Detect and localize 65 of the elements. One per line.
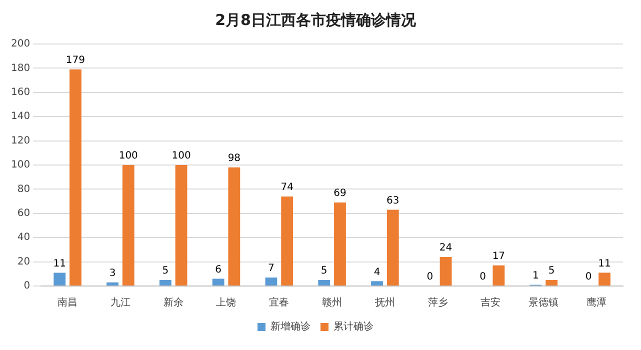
- bar: [440, 256, 452, 286]
- bar: [122, 165, 134, 286]
- bar: [54, 272, 66, 286]
- y-tick-label: 20: [17, 256, 30, 268]
- data-label: 24: [439, 242, 452, 254]
- x-tick-label: 萍乡: [428, 296, 448, 309]
- y-tick-label: 140: [10, 111, 30, 122]
- data-label: 69: [334, 188, 346, 200]
- x-tick-label: 南昌: [58, 296, 78, 309]
- y-tick-label: 200: [10, 38, 30, 50]
- bar: [371, 281, 383, 286]
- x-tick-label: 抚州: [374, 296, 395, 309]
- bar: [334, 202, 346, 286]
- bar: [159, 280, 172, 286]
- data-label: 11: [53, 258, 66, 270]
- x-tick-label: 新余: [163, 296, 184, 309]
- data-label: 63: [386, 195, 400, 206]
- x-tick-label: 九江: [110, 296, 130, 309]
- x-tick-label: 景德镇: [528, 296, 559, 309]
- y-tick-label: 80: [17, 184, 30, 195]
- bar: [228, 167, 240, 286]
- x-tick-label: 宜春: [269, 296, 290, 309]
- y-tick-label: 0: [24, 280, 30, 292]
- data-label: 179: [66, 55, 86, 66]
- bar: [546, 280, 558, 286]
- data-label: 1: [532, 270, 539, 282]
- bar: [492, 265, 505, 286]
- y-tick-label: 160: [10, 86, 30, 98]
- data-label: 3: [109, 268, 116, 279]
- y-tick-label: 40: [17, 232, 30, 244]
- data-label: 11: [598, 258, 611, 270]
- y-tick-label: 120: [10, 135, 30, 146]
- x-tick-label: 鹰潭: [586, 296, 607, 309]
- y-tick-label: 60: [17, 208, 30, 219]
- data-label: 4: [374, 266, 380, 278]
- data-label: 74: [280, 182, 294, 194]
- bar: [598, 272, 610, 286]
- bar: [70, 69, 82, 286]
- data-label: 100: [118, 150, 138, 162]
- bar: [212, 278, 224, 286]
- y-tick-label: 180: [10, 62, 30, 74]
- bar: [175, 165, 188, 286]
- x-tick-label: 赣州: [322, 296, 342, 309]
- data-label: 0: [585, 272, 592, 283]
- data-label: 5: [320, 266, 328, 277]
- data-label: 100: [172, 150, 191, 162]
- bar: [318, 280, 330, 286]
- y-tick-label: 100: [10, 160, 30, 171]
- bar: [106, 282, 118, 286]
- bar: [386, 210, 399, 286]
- data-label: 5: [162, 266, 169, 277]
- x-tick-label: 吉安: [480, 296, 501, 309]
- chart-title: 2月8日江西各市疫情确诊情况: [215, 10, 417, 29]
- x-tick-label: 上饶: [216, 296, 236, 309]
- legend-label: 累计确诊: [334, 320, 374, 333]
- data-label: 0: [426, 272, 434, 283]
- data-label: 0: [480, 272, 486, 283]
- data-label: 6: [215, 264, 222, 276]
- data-label: 7: [268, 263, 274, 274]
- data-label: 17: [492, 251, 506, 262]
- data-label: 98: [228, 153, 241, 164]
- bar: [265, 278, 278, 286]
- data-label: 5: [548, 266, 555, 277]
- legend-label: 新增确诊: [270, 320, 310, 333]
- bar: [281, 196, 294, 286]
